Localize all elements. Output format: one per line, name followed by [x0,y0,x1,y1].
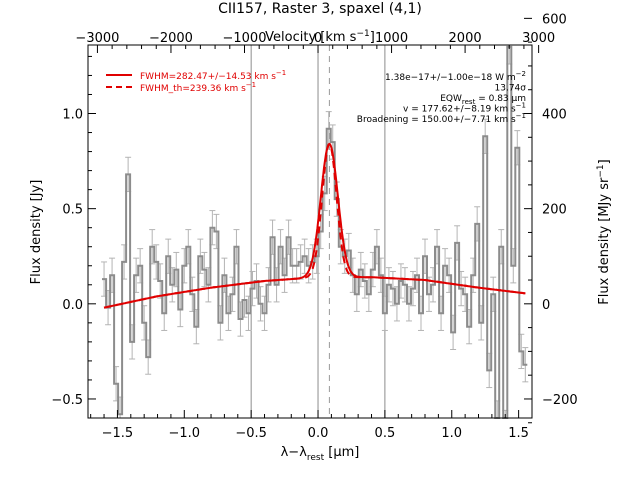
chart-title: CII157, Raster 3, spaxel (4,1) [218,1,422,17]
left-tick-label: 0.0 [62,298,83,313]
right-tick-label: 600 [542,12,567,27]
right-tick-label: 200 [542,203,567,218]
right-axis-label: Flux density [MJy sr−1] [596,159,612,304]
left-axis: −0.5 0.0 0.5 1.0 [51,55,96,419]
bottom-tick-label: 1.5 [508,426,529,441]
annotation-text: Broadening = 150.00+/−7.71 km s−1 [357,112,526,125]
left-tick-label: −0.5 [51,393,83,408]
annotation-text: v = 177.62+/−8.19 km s−1 [403,102,526,115]
legend-label: FWHM_th=239.36 km s−1 [140,81,256,94]
left-tick-label: 0.5 [62,203,83,218]
top-tick-label: −2000 [149,31,193,46]
right-tick-label: 400 [542,108,567,123]
top-axis-title: Velocity [km s−1] [265,29,375,45]
bottom-axis-label: λ−λrest [μm] [281,445,360,463]
annotation-text: EQWrest = 0.83 μm [440,94,526,106]
series-layer [102,45,528,419]
top-tick-label: −3000 [75,31,119,46]
top-axis-label: Velocity [km s−1] [265,29,375,45]
bottom-tick-label: 0.0 [308,426,329,441]
annotation-text: 1.38e−17+/−1.00e−18 W m−2 [385,70,526,83]
bottom-tick-label: −1.0 [169,426,201,441]
left-axis-title: Flux density [Jy] [29,180,44,285]
bottom-axis: −1.5 −1.0 −0.5 0.0 0.5 1.0 1.5 [90,410,529,441]
plot-frame [87,44,533,419]
top-tick-label: 0 [314,31,322,46]
top-tick-label: 3000 [522,31,555,46]
bottom-tick-label: 0.5 [375,426,396,441]
top-tick-label: −1000 [222,31,266,46]
bottom-tick-label: −1.5 [102,426,134,441]
right-tick-label: 0 [542,298,550,313]
annotation-text: 13.74σ [495,84,527,94]
thermal-model-line [103,142,526,309]
left-axis-label: Flux density [Jy] [29,180,44,285]
bottom-tick-label: −0.5 [235,426,267,441]
legend: FWHM=282.47+/−14.53 km s−1FWHM_th=239.36… [106,69,286,94]
left-tick-label: 1.0 [62,108,83,123]
top-axis: −3000 −2000 −1000 0 1000 2000 3000 [75,31,555,53]
right-axis: −200 0 200 400 600 [524,12,578,424]
bottom-tick-label: 1.0 [441,426,462,441]
bottom-axis-title: λ−λrest [μm] [281,445,360,463]
top-tick-label: 2000 [449,31,482,46]
right-tick-label: −200 [542,393,578,408]
top-tick-label: 1000 [375,31,408,46]
right-axis-title: Flux density [MJy sr−1] [596,159,612,304]
legend-label: FWHM=282.47+/−14.53 km s−1 [140,69,286,82]
